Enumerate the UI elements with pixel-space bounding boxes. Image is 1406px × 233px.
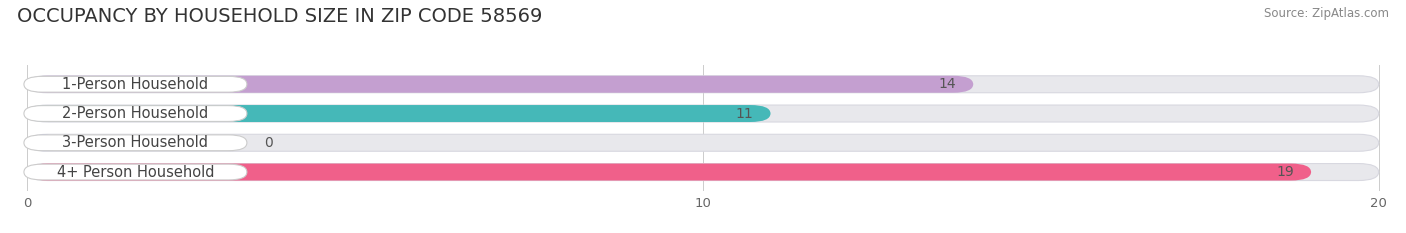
FancyBboxPatch shape — [24, 76, 247, 92]
Text: OCCUPANCY BY HOUSEHOLD SIZE IN ZIP CODE 58569: OCCUPANCY BY HOUSEHOLD SIZE IN ZIP CODE … — [17, 7, 543, 26]
FancyBboxPatch shape — [27, 76, 1379, 93]
Text: 11: 11 — [735, 106, 754, 120]
Text: 2-Person Household: 2-Person Household — [62, 106, 208, 121]
Text: 19: 19 — [1277, 165, 1295, 179]
FancyBboxPatch shape — [27, 134, 1379, 151]
Text: 3-Person Household: 3-Person Household — [62, 135, 208, 150]
Text: 0: 0 — [264, 136, 273, 150]
FancyBboxPatch shape — [24, 135, 247, 151]
Text: 14: 14 — [939, 77, 956, 91]
FancyBboxPatch shape — [27, 164, 1312, 181]
FancyBboxPatch shape — [24, 106, 247, 121]
Text: 1-Person Household: 1-Person Household — [62, 77, 208, 92]
Text: 4+ Person Household: 4+ Person Household — [56, 164, 214, 180]
FancyBboxPatch shape — [27, 164, 1379, 181]
Text: Source: ZipAtlas.com: Source: ZipAtlas.com — [1264, 7, 1389, 20]
FancyBboxPatch shape — [27, 76, 973, 93]
FancyBboxPatch shape — [27, 105, 770, 122]
FancyBboxPatch shape — [27, 134, 60, 151]
FancyBboxPatch shape — [24, 164, 247, 180]
FancyBboxPatch shape — [27, 105, 1379, 122]
